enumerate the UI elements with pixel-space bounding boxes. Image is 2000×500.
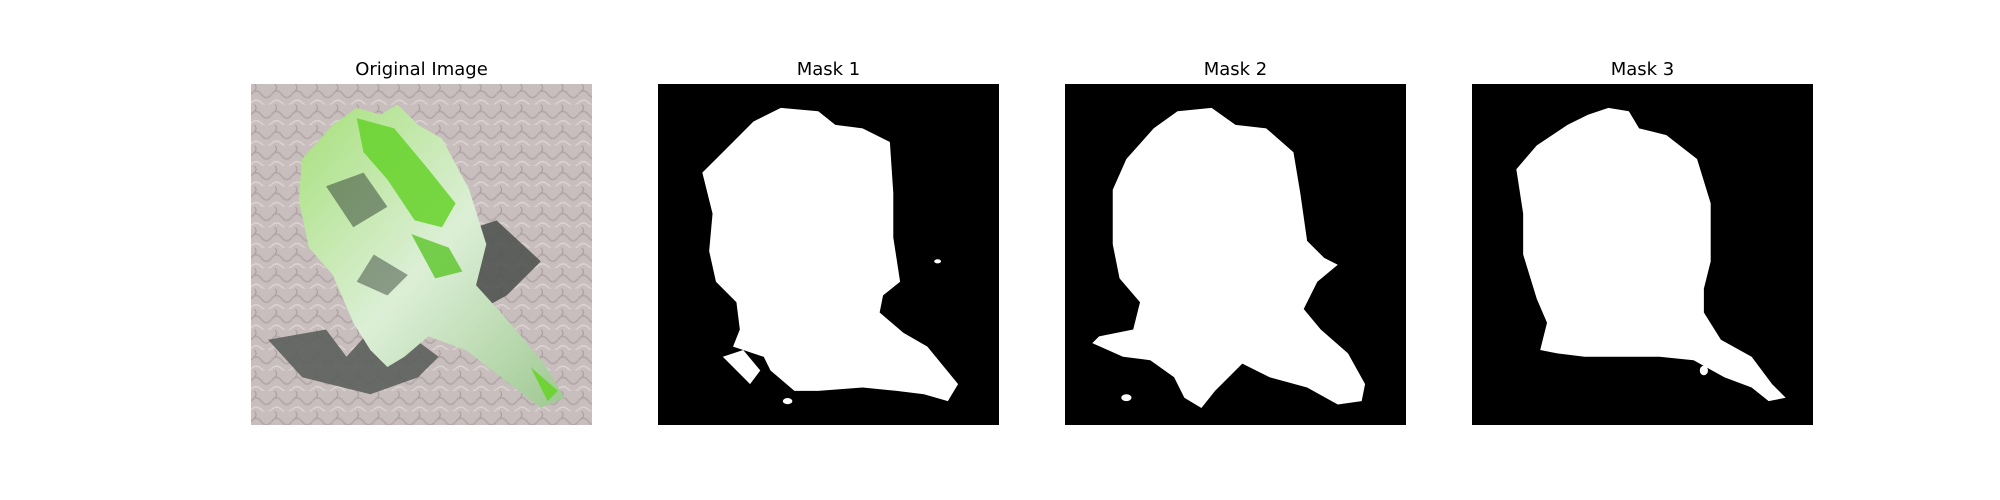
panel-title: Mask 2	[1203, 59, 1268, 80]
mask-foreground	[1306, 260, 1315, 276]
panel-mask-2: Mask 2	[1065, 56, 1406, 425]
mask-foreground	[702, 107, 959, 402]
mask-foreground	[1699, 365, 1708, 376]
panel-mask-1: Mask 1	[658, 56, 999, 425]
mask-image-1	[658, 84, 999, 425]
panel-mask-3: Mask 3	[1472, 56, 1813, 425]
mask-image-2	[1065, 84, 1406, 425]
mask-foreground	[934, 259, 942, 264]
object-highlight	[356, 118, 456, 228]
panel-original-image: Original Image	[251, 56, 592, 425]
mask-foreground	[1516, 107, 1786, 402]
panel-title: Mask 3	[1610, 59, 1675, 80]
object-highlight	[530, 367, 558, 402]
mask-foreground	[1092, 107, 1366, 408]
mask-image-3	[1472, 84, 1813, 425]
panel-title: Original Image	[355, 59, 488, 80]
object-shadow-fold	[326, 172, 388, 228]
mask-foreground	[1121, 394, 1132, 402]
object-shadow-fold	[356, 254, 408, 296]
original-image	[251, 84, 592, 425]
panel-title: Mask 1	[796, 59, 861, 80]
mask-foreground	[722, 349, 761, 385]
object-highlight	[411, 234, 463, 279]
mask-foreground	[782, 398, 793, 405]
